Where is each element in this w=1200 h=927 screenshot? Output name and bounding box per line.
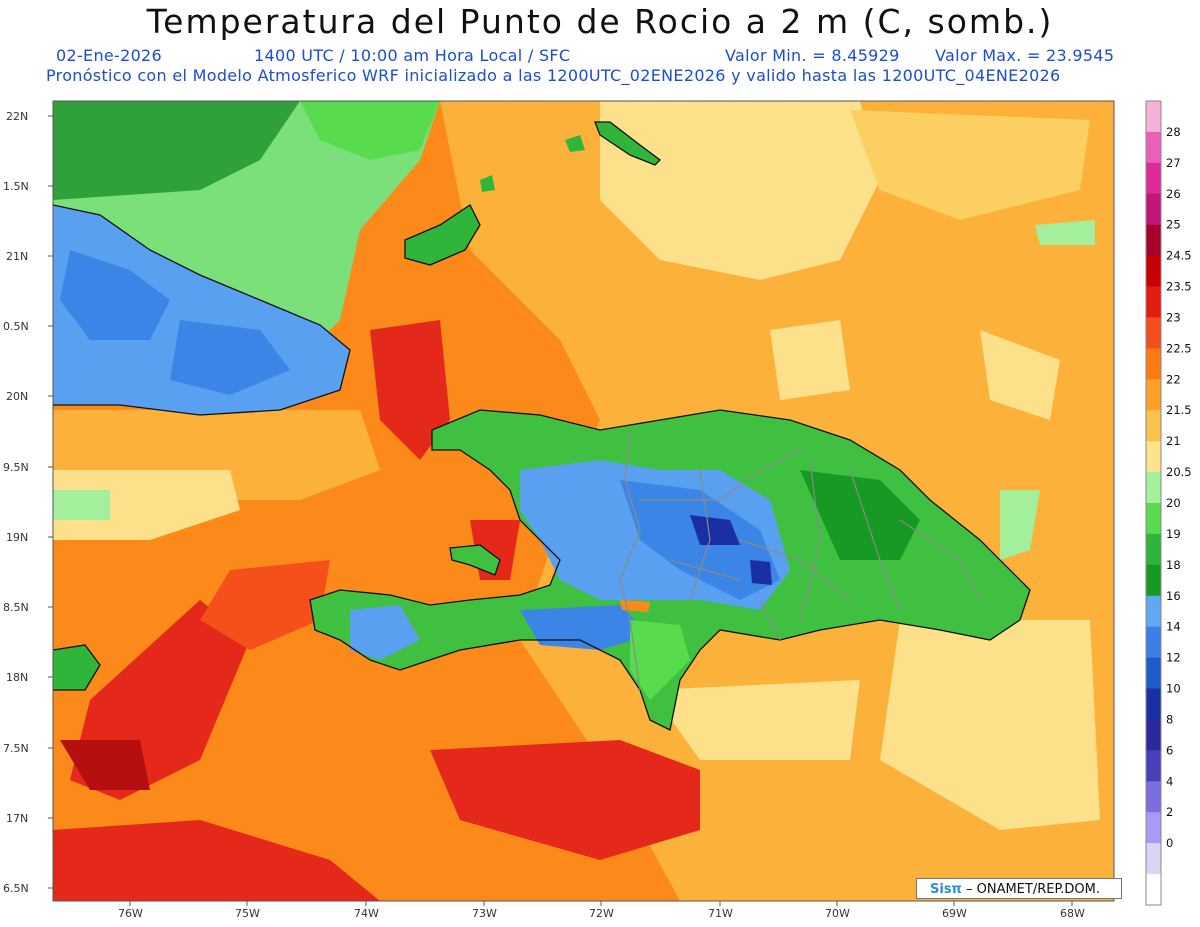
colorbar-label: 16 bbox=[1166, 589, 1181, 603]
lon-label: 68W bbox=[1060, 907, 1085, 920]
latitude-axis: 22N 1.5N 21N 0.5N 20N 9.5N 19N 8.5N 18N … bbox=[3, 110, 29, 895]
colorbar-label: 24.5 bbox=[1166, 249, 1192, 263]
lon-label: 73W bbox=[472, 907, 497, 920]
colorbar-label: 28 bbox=[1166, 125, 1181, 139]
colorbar-swatch bbox=[1146, 255, 1161, 288]
colorbar-swatch bbox=[1146, 874, 1161, 906]
colorbar-label: 22.5 bbox=[1166, 341, 1192, 355]
colorbar-label: 18 bbox=[1166, 558, 1181, 572]
lat-label: 17N bbox=[6, 812, 28, 825]
colorbar-label: 2 bbox=[1166, 805, 1173, 819]
lon-label: 71W bbox=[708, 907, 733, 920]
lat-label: 7.5N bbox=[3, 742, 29, 755]
colorbar-label: 10 bbox=[1166, 682, 1181, 696]
credit-box: Sisπ – ONAMET/REP.DOM. bbox=[916, 878, 1122, 899]
colorbar-swatch bbox=[1146, 812, 1161, 844]
forecast-date: 02-Ene-2026 bbox=[56, 46, 163, 65]
colorbar-swatch bbox=[1146, 626, 1161, 659]
colorbar-swatch bbox=[1146, 657, 1161, 690]
colorbar-swatch bbox=[1146, 441, 1161, 473]
colorbar-swatch bbox=[1146, 317, 1161, 349]
lat-label: 1.5N bbox=[3, 180, 29, 193]
colorbar-label: 26 bbox=[1166, 187, 1181, 201]
colorbar-label: 21 bbox=[1166, 434, 1181, 448]
colorbar-swatch bbox=[1146, 503, 1161, 535]
colorbar-frame bbox=[1145, 100, 1162, 906]
colorbar-swatch bbox=[1146, 193, 1161, 226]
sispi-logo: Sisπ bbox=[930, 882, 962, 897]
colorbar-label: 23 bbox=[1166, 310, 1181, 324]
colorbar-label: 8 bbox=[1166, 712, 1173, 726]
colorbar-swatch bbox=[1146, 410, 1161, 442]
lat-label: 6.5N bbox=[3, 882, 29, 895]
colorbar-swatch bbox=[1146, 379, 1161, 411]
model-info: Pronóstico con el Modelo Atmosferico WRF… bbox=[46, 66, 1061, 85]
map-title: Temperatura del Punto de Rocio a 2 m (C,… bbox=[146, 2, 1054, 41]
lon-label: 75W bbox=[235, 907, 260, 920]
lat-label: 18N bbox=[6, 671, 28, 684]
lat-label: 0.5N bbox=[3, 320, 29, 333]
colorbar-label: 25 bbox=[1166, 218, 1181, 232]
map-frame bbox=[52, 100, 1115, 902]
colorbar-label: 0 bbox=[1166, 836, 1173, 850]
lat-label: 19N bbox=[6, 531, 28, 544]
colorbar-label: 22 bbox=[1166, 372, 1181, 386]
colorbar-swatch bbox=[1146, 781, 1161, 813]
lat-label: 8.5N bbox=[3, 601, 29, 614]
colorbar-label: 20 bbox=[1166, 496, 1181, 510]
colorbar-swatch bbox=[1146, 472, 1161, 504]
colorbar-label: 21.5 bbox=[1166, 403, 1192, 417]
colorbar-label: 20.5 bbox=[1166, 465, 1192, 479]
colorbar-swatch bbox=[1146, 131, 1161, 164]
colorbar-label: 14 bbox=[1166, 620, 1181, 634]
colorbar-swatch bbox=[1146, 843, 1161, 875]
colorbar-label: 19 bbox=[1166, 527, 1181, 541]
colorbar-swatch bbox=[1146, 595, 1161, 628]
lat-label: 9.5N bbox=[3, 461, 29, 474]
colorbar-label: 27 bbox=[1166, 156, 1181, 170]
colorbar-label: 6 bbox=[1166, 743, 1173, 757]
colorbar-label: 12 bbox=[1166, 651, 1181, 665]
lat-label: 20N bbox=[6, 390, 28, 403]
axis-ticks bbox=[48, 115, 1073, 906]
lon-label: 70W bbox=[825, 907, 850, 920]
colorbar-swatch bbox=[1146, 101, 1161, 133]
colorbar-swatch bbox=[1146, 564, 1161, 597]
lat-label: 22N bbox=[6, 110, 28, 123]
longitude-axis: 76W 75W 74W 73W 72W 71W 70W 69W 68W bbox=[118, 907, 1085, 920]
colorbar-swatch bbox=[1146, 533, 1161, 566]
forecast-time: 1400 UTC / 10:00 am Hora Local / SFC bbox=[254, 46, 571, 65]
lon-label: 72W bbox=[589, 907, 614, 920]
lat-label: 21N bbox=[6, 250, 28, 263]
colorbar-swatch bbox=[1146, 719, 1161, 751]
colorbar-swatch bbox=[1146, 162, 1161, 195]
colorbar-swatch bbox=[1146, 224, 1161, 257]
lon-label: 76W bbox=[118, 907, 143, 920]
max-value: Valor Max. = 23.9545 bbox=[935, 46, 1115, 65]
colorbar-label: 4 bbox=[1166, 774, 1173, 788]
province-borders bbox=[619, 429, 981, 691]
colorbar-swatch bbox=[1146, 348, 1161, 380]
map-field bbox=[53, 101, 1114, 901]
lon-label: 69W bbox=[942, 907, 967, 920]
colorbar-label: 23.5 bbox=[1166, 280, 1192, 294]
colorbar-swatch bbox=[1146, 688, 1161, 720]
colorbar-swatch bbox=[1146, 750, 1161, 782]
min-value: Valor Min. = 8.45929 bbox=[725, 46, 900, 65]
lon-label: 74W bbox=[354, 907, 379, 920]
credit-text: – ONAMET/REP.DOM. bbox=[965, 882, 1101, 897]
colorbar: 2827262524.523.52322.52221.52120.5201918… bbox=[1145, 100, 1192, 906]
colorbar-swatch bbox=[1146, 286, 1161, 318]
